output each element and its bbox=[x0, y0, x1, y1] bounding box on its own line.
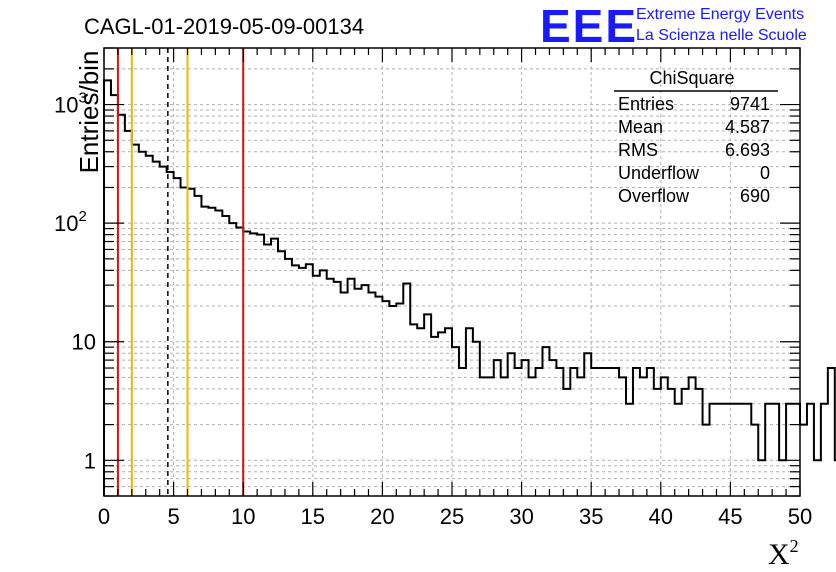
x-tick-label: 35 bbox=[579, 504, 603, 529]
x-tick-label: 5 bbox=[167, 504, 179, 529]
stats-row-label: Underflow bbox=[618, 163, 700, 183]
stats-row-value: 690 bbox=[740, 186, 770, 206]
stats-row-label: Mean bbox=[618, 117, 663, 137]
x-axis-label: X2 bbox=[768, 536, 799, 571]
y-tick-label: 10 bbox=[72, 330, 96, 355]
stats-row-value: 6.693 bbox=[725, 140, 770, 160]
x-tick-label: 20 bbox=[370, 504, 394, 529]
x-tick-label: 30 bbox=[509, 504, 533, 529]
cut-lines bbox=[116, 48, 245, 496]
stats-row-value: 4.587 bbox=[725, 117, 770, 137]
x-tick-label: 40 bbox=[649, 504, 673, 529]
axis-ticks: 0 5 10 15 20 25 30 35 40 45 50 1 10 102 103 bbox=[54, 47, 812, 529]
eee-logo-text: EEE bbox=[540, 0, 638, 52]
x-tick-label: 10 bbox=[231, 504, 255, 529]
y-tick-label: 103 bbox=[54, 90, 87, 118]
y-axis-label: Entries/bin bbox=[74, 51, 104, 174]
y-tick-label: 1 bbox=[84, 448, 96, 473]
x-tick-label: 50 bbox=[788, 504, 812, 529]
grid-lines bbox=[104, 48, 800, 496]
stats-row-label: Entries bbox=[618, 94, 674, 114]
x-tick-label: 15 bbox=[301, 504, 325, 529]
x-tick-label: 25 bbox=[440, 504, 464, 529]
stats-box: ChiSquare Entries 9741 Mean 4.587 RMS 6.693 Un… bbox=[614, 68, 778, 206]
stats-title: ChiSquare bbox=[649, 68, 734, 88]
stats-row-value: 9741 bbox=[730, 94, 770, 114]
y-tick-label: 102 bbox=[54, 208, 87, 236]
stats-row-value: 0 bbox=[760, 163, 770, 183]
eee-logo-line2: La Scienza nelle Scuole bbox=[636, 27, 807, 44]
eee-logo-line1: Extreme Energy Events bbox=[636, 6, 804, 23]
x-tick-label: 0 bbox=[98, 504, 110, 529]
x-tick-label: 45 bbox=[718, 504, 742, 529]
stats-row-label: RMS bbox=[618, 140, 658, 160]
stats-row-label: Overflow bbox=[618, 186, 690, 206]
run-title: CAGL-01-2019-05-09-00134 bbox=[84, 14, 364, 39]
